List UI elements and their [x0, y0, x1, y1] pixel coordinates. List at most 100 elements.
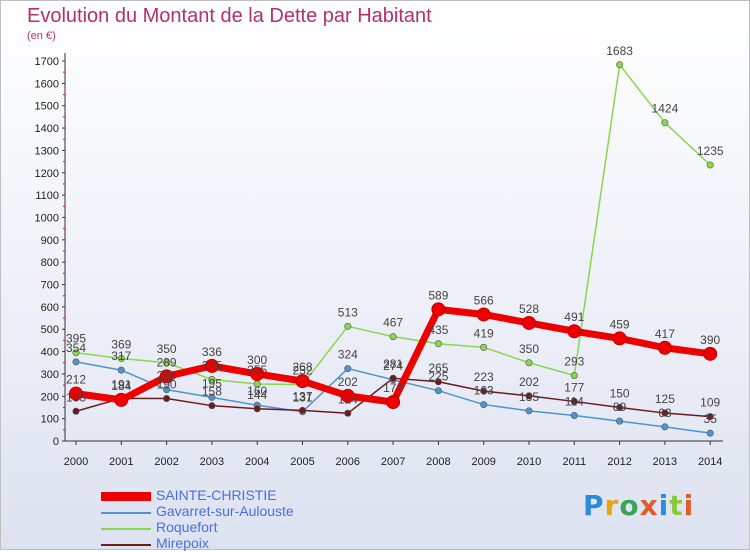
- logo-letter: i: [683, 489, 695, 522]
- data-label: 336: [202, 345, 222, 359]
- data-label: 163: [474, 384, 494, 398]
- data-label: 223: [474, 370, 494, 384]
- logo-letter: i: [658, 489, 670, 522]
- x-tick-label: 2012: [607, 456, 631, 468]
- y-tick-label: 1300: [35, 145, 59, 157]
- data-point: [431, 302, 446, 317]
- y-tick-label: 1700: [35, 56, 59, 68]
- data-point: [295, 374, 310, 389]
- data-label: 190: [157, 378, 177, 392]
- data-point: [340, 388, 355, 403]
- data-point: [616, 417, 624, 425]
- x-tick-label: 2013: [653, 456, 677, 468]
- data-point: [706, 413, 714, 421]
- x-tick-label: 2006: [336, 456, 360, 468]
- y-tick-label: 1000: [35, 212, 59, 224]
- y-tick-label: 1200: [35, 168, 59, 180]
- data-label: 491: [564, 310, 584, 324]
- data-label: 125: [655, 392, 675, 406]
- data-label: 281: [383, 357, 403, 371]
- data-point: [525, 392, 533, 400]
- data-point: [657, 340, 672, 355]
- x-tick-label: 2010: [517, 456, 541, 468]
- data-point: [703, 346, 718, 361]
- data-point: [208, 393, 216, 401]
- data-label: 160: [247, 384, 267, 398]
- y-tick-label: 1600: [35, 78, 59, 90]
- data-label: 252: [292, 364, 312, 378]
- legend-swatch: [101, 512, 151, 514]
- data-point: [389, 374, 397, 382]
- data-point: [159, 369, 174, 384]
- data-point: [570, 372, 578, 380]
- data-label: 35: [704, 412, 718, 426]
- chart-axes: 0 100 200 300 400 500 600 700 800 900 1000 1100 1200…: [35, 53, 723, 468]
- chart-unit-label: (en €): [27, 30, 56, 42]
- data-point: [389, 333, 397, 341]
- data-point: [616, 403, 624, 411]
- data-label: 467: [383, 316, 403, 330]
- chart-title: Evolution du Montant de la Dette par Hab…: [27, 5, 432, 27]
- data-point: [163, 359, 171, 367]
- data-label: 1424: [652, 102, 679, 116]
- data-label: 114: [565, 395, 584, 409]
- x-tick-label: 2005: [290, 456, 314, 468]
- series-points: [69, 61, 718, 437]
- data-label: 124: [338, 392, 358, 406]
- data-point: [706, 161, 714, 169]
- proxiti-logo: Proxiti: [583, 489, 694, 522]
- data-label: 89: [613, 400, 627, 414]
- data-point: [434, 340, 442, 348]
- data-label: 390: [700, 333, 720, 347]
- data-label: 177: [564, 380, 584, 394]
- data-point: [69, 386, 83, 401]
- data-point: [163, 386, 171, 394]
- x-tick-label: 2000: [64, 456, 88, 468]
- data-label: 589: [428, 288, 448, 302]
- data-label: 350: [157, 342, 177, 356]
- data-label: 435: [428, 323, 448, 337]
- data-point: [434, 378, 442, 386]
- y-tick-label: 100: [41, 414, 59, 426]
- y-tick-label: 400: [41, 347, 59, 359]
- data-point: [570, 397, 578, 405]
- data-label: 150: [610, 386, 630, 400]
- data-label: 265: [428, 361, 448, 375]
- data-label: 324: [338, 348, 358, 362]
- data-point: [522, 315, 536, 330]
- data-point: [204, 358, 219, 373]
- data-point: [567, 324, 582, 339]
- data-point: [117, 366, 125, 374]
- data-label: 230: [157, 369, 177, 383]
- data-point: [480, 387, 488, 395]
- data-label: 225: [428, 370, 448, 384]
- data-label: 513: [338, 305, 358, 319]
- x-tick-label: 2007: [381, 456, 405, 468]
- data-point: [612, 331, 627, 346]
- data-label: 268: [292, 360, 312, 374]
- y-tick-label: 1500: [35, 101, 59, 113]
- data-label: 184: [111, 379, 131, 393]
- data-point: [344, 322, 352, 330]
- data-label: 1235: [697, 144, 724, 158]
- y-tick-label: 500: [41, 324, 59, 336]
- data-point: [344, 409, 352, 417]
- data-point: [525, 407, 533, 415]
- data-label: 137: [292, 389, 312, 403]
- data-label: 274: [383, 359, 403, 373]
- data-label: 174: [383, 381, 403, 395]
- data-label: 289: [157, 355, 177, 369]
- data-point: [253, 405, 261, 413]
- data-point: [163, 395, 171, 403]
- data-point: [661, 119, 669, 127]
- data-point: [208, 402, 216, 410]
- data-point: [706, 429, 714, 437]
- data-point: [434, 387, 442, 395]
- data-point: [661, 409, 669, 417]
- data-label: 566: [474, 293, 494, 307]
- legend-label: Roquefort: [156, 519, 218, 535]
- data-label: 212: [66, 373, 86, 387]
- data-point: [72, 358, 80, 366]
